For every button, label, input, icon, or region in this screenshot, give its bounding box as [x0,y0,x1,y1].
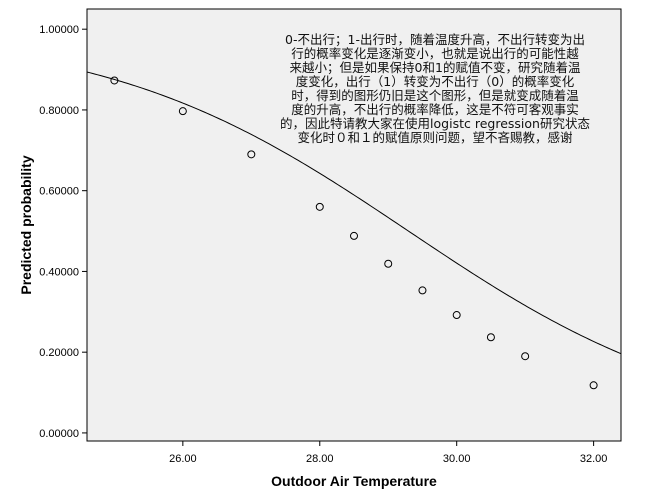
data-point [247,150,256,159]
fit-curve [86,71,622,355]
annotation-line: 时，得到的图形仍旧是这个图形，但是就变成随着温 [291,88,579,103]
x-tick-label: 32.00 [580,453,608,465]
annotation-line: 的，因此特请教大家在使用logistc regression研究状态 [280,116,590,131]
data-point [589,381,598,390]
data-points [110,76,598,390]
annotation-line: 来越小；但是如果保持0和1的赋值不变，研究随着温 [289,60,581,75]
x-axis-title: Outdoor Air Temperature [271,473,437,489]
data-point [521,352,530,361]
data-point [178,107,187,116]
annotation-line: 度的升高，不出行的概率降低，这是不符可客观事实 [291,102,579,117]
x-tick-label: 28.00 [306,453,334,465]
y-axis-title: Predicted probability [18,155,34,294]
data-point [452,311,461,320]
y-tick-label: 0.20000 [39,347,79,359]
data-point [384,259,393,268]
data-point [418,286,427,295]
data-point [110,76,119,85]
plot-area [86,8,622,442]
x-axis: 26.00 28.00 30.00 32.00 [169,441,607,465]
x-tick-label: 26.00 [169,453,197,465]
y-tick-label: 0.40000 [39,266,79,278]
y-tick-label: 0.00000 [39,428,79,440]
data-point [350,231,358,240]
y-tick-label: 1.00000 [39,24,79,36]
data-point [486,333,495,342]
y-axis: 0.00000 0.20000 0.40000 0.60000 0.80000 1.000… [39,24,87,440]
data-point [315,202,324,211]
x-tick-label: 30.00 [443,453,471,465]
annotation-line: 变化时０和１的赋值原则问题，望不吝赐教，感谢 [297,130,573,145]
annotation-line: 行的概率变化是逐渐变小，也就是说出行的可能性越 [291,46,579,61]
annotation-line: 0-不出行；1-出行时，随着温度升高，不出行转变为出 [285,32,585,47]
y-tick-label: 0.80000 [39,105,79,117]
y-tick-label: 0.60000 [39,186,79,198]
annotation-line: 度变化，出行（1）转变为不出行（0）的概率变化 [295,74,575,89]
